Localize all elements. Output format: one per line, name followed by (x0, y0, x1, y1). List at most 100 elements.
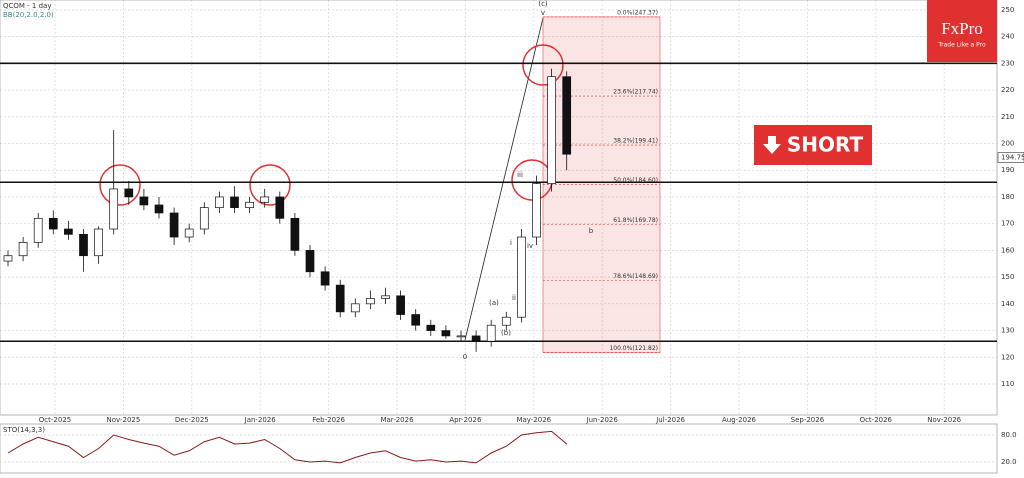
y-tick-label: 200 (1001, 139, 1014, 147)
wave-label: 0 (463, 353, 467, 361)
x-tick-label: Oct-2025 (39, 416, 71, 424)
x-tick-label: Dec-2025 (175, 416, 209, 424)
candle-body (139, 196, 149, 206)
candle-body (94, 228, 103, 257)
price-box (997, 152, 1024, 163)
y-tick-label: 190 (1001, 166, 1014, 174)
candle-body (33, 217, 43, 243)
x-tick-label: Jan-2026 (244, 416, 277, 424)
candle-body (335, 284, 345, 313)
wave-label: iv (527, 242, 533, 250)
candle-body (199, 207, 209, 230)
candle-body (154, 204, 164, 214)
fib-label: 23.6%(217.74) (613, 89, 658, 96)
candle-body (48, 217, 58, 230)
y-tick-label: 20.0 (1001, 458, 1017, 466)
y-tick-label: 140 (1001, 300, 1014, 308)
candle-body (215, 196, 224, 208)
y-tick-label: 120 (1001, 353, 1014, 361)
slogan: Trade Like a Pro (937, 42, 986, 49)
x-tick-label: Aug-2026 (722, 416, 757, 424)
chart-title: QCOM - 1 day (3, 2, 51, 10)
candle-body (486, 324, 496, 342)
x-tick-label: May-2026 (516, 416, 551, 424)
candle-body (305, 250, 315, 273)
candle-body (79, 234, 88, 257)
fib-label: 50.0%(184.60) (613, 177, 658, 184)
candle-body (411, 314, 421, 326)
candle-body (426, 324, 436, 331)
y-tick-label: 210 (1001, 113, 1014, 121)
candle-body (562, 76, 572, 155)
x-tick-label: Nov-2025 (106, 416, 140, 424)
candle-body (275, 196, 285, 219)
y-tick-label: 170 (1001, 220, 1014, 228)
fib-label: 78.6%(148.69) (613, 273, 658, 280)
y-tick-label: 110 (1001, 380, 1014, 388)
candle-body (501, 316, 511, 326)
fib-label: 61.8%(169.78) (613, 217, 658, 224)
candle-body (124, 188, 134, 198)
down-arrow (763, 136, 781, 154)
x-tick-label: Feb-2026 (312, 416, 345, 424)
chart-subtitle: BB(20,2.0,2.0) (3, 11, 54, 19)
x-tick-label: Nov-2026 (927, 416, 961, 424)
y-tick-label: 230 (1001, 59, 1014, 67)
candle-body (320, 271, 330, 286)
candle-body (366, 298, 375, 305)
fib-label: 100.0%(121.82) (609, 345, 658, 352)
y-tick-label: 80.0 (1001, 431, 1017, 439)
wave-line (464, 17, 544, 341)
fib-label: 38.2%(199.41) (613, 138, 658, 145)
fib-label: 0.0%(247.37) (617, 9, 658, 16)
wave-label: (c) (538, 0, 548, 8)
oscillator-line (7, 430, 568, 464)
oscillator-frame (0, 423, 998, 474)
wave-label: v (541, 9, 545, 17)
x-tick-label: Oct-2026 (860, 416, 893, 424)
wave-label: (a) (489, 299, 499, 307)
highlight-circle (99, 164, 141, 206)
y-tick-label: 150 (1001, 273, 1014, 281)
plot-frame (0, 0, 998, 416)
candle-body (245, 201, 254, 208)
wave-label: iii (517, 171, 523, 179)
x-tick-label: Mar-2026 (380, 416, 414, 424)
logo-box (927, 0, 997, 62)
candle-body (260, 196, 270, 203)
candle-body (109, 188, 119, 230)
candle-body (184, 228, 194, 238)
candle-body (290, 217, 300, 251)
x-tick-label: Jun-2026 (586, 416, 619, 424)
candle-body (532, 183, 541, 238)
candle-body (517, 236, 526, 318)
y-tick-label: 220 (1001, 86, 1014, 94)
x-tick-label: Sep-2026 (791, 416, 825, 424)
candle-body (3, 255, 13, 262)
candle-body (350, 303, 360, 313)
candle-body (64, 228, 73, 235)
signal: SHORT (787, 133, 864, 157)
wave-label: b (589, 227, 594, 235)
candle-body (230, 196, 239, 208)
y-tick-label: 250 (1001, 6, 1014, 14)
candle-body (396, 295, 405, 315)
candle-body (441, 330, 451, 337)
highlight-circle (249, 164, 291, 206)
candle-body (169, 212, 179, 238)
x-tick-label: Jul-2026 (655, 416, 685, 424)
wave-label: ii (512, 294, 516, 302)
x-tick-label: Apr-2026 (449, 416, 482, 424)
y-tick-label: 240 (1001, 33, 1014, 41)
candle-body (456, 335, 466, 338)
y-tick-label: 130 (1001, 327, 1014, 335)
oscillator-title: STO(14,3,3) (3, 426, 45, 434)
y-tick-label: 180 (1001, 193, 1014, 201)
logo: FxPro (941, 19, 983, 38)
y-tick-label: 160 (1001, 246, 1014, 254)
wave-label: (b) (501, 329, 511, 337)
candle-body (471, 335, 481, 342)
candle-body (18, 242, 28, 257)
candle-body (381, 295, 390, 299)
